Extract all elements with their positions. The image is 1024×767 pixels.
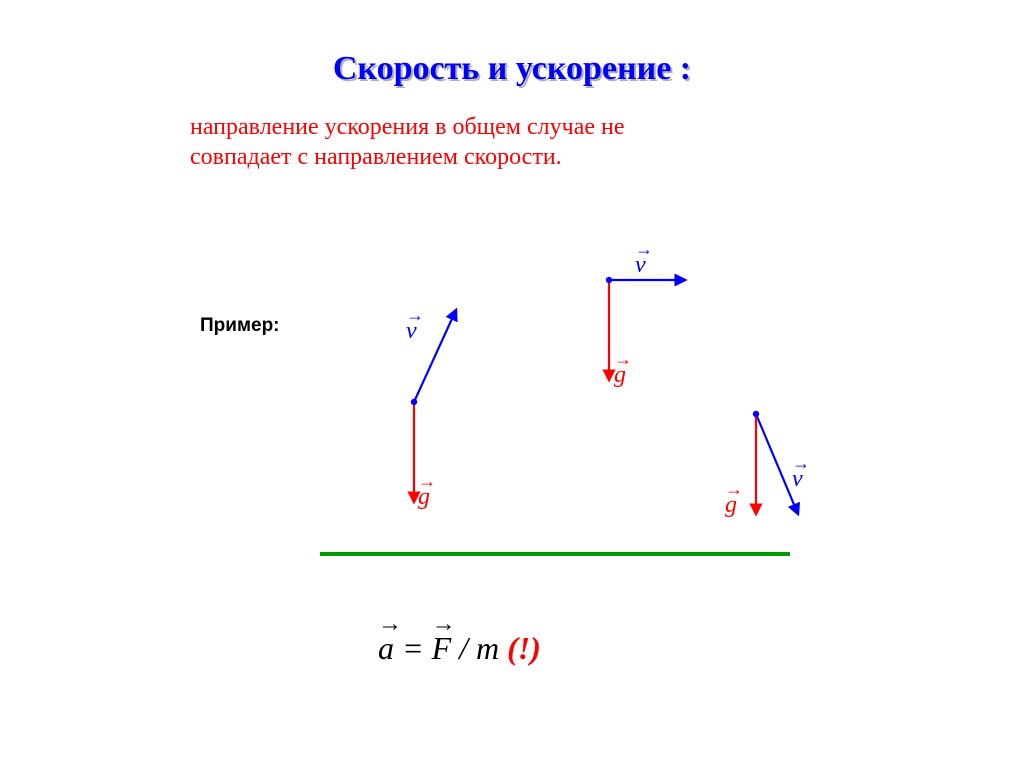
trajectory-point <box>753 411 759 417</box>
trajectory-point <box>606 277 612 283</box>
vector-label-char: v <box>792 466 803 492</box>
formula-bang: (!) <box>499 630 541 666</box>
vector-label-char: v <box>406 318 417 344</box>
formula-a: → a <box>378 630 394 667</box>
formula-F: → F <box>432 630 452 667</box>
vector-label-g: →g <box>725 488 741 519</box>
slide: { "title": { "text": "Скорость и ускорен… <box>0 0 1024 767</box>
vector-label-g: →g <box>614 358 630 389</box>
vector-arrow-icon: → <box>432 611 452 638</box>
trajectory-point <box>411 399 417 405</box>
vector-label-v: →v <box>792 462 808 493</box>
vector-label-char: g <box>614 362 626 388</box>
vector-arrow-icon: → <box>378 611 394 638</box>
vector-label-g: →g <box>418 480 434 511</box>
formula: → a = → F / m (!) <box>378 630 541 667</box>
vector-label-char: g <box>725 492 737 518</box>
vector-label-char: v <box>635 252 646 278</box>
vector-label-v: →v <box>406 314 422 345</box>
vector-label-char: g <box>418 484 430 510</box>
vector-label-v: →v <box>635 248 651 279</box>
formula-over-m: / m <box>451 630 499 666</box>
